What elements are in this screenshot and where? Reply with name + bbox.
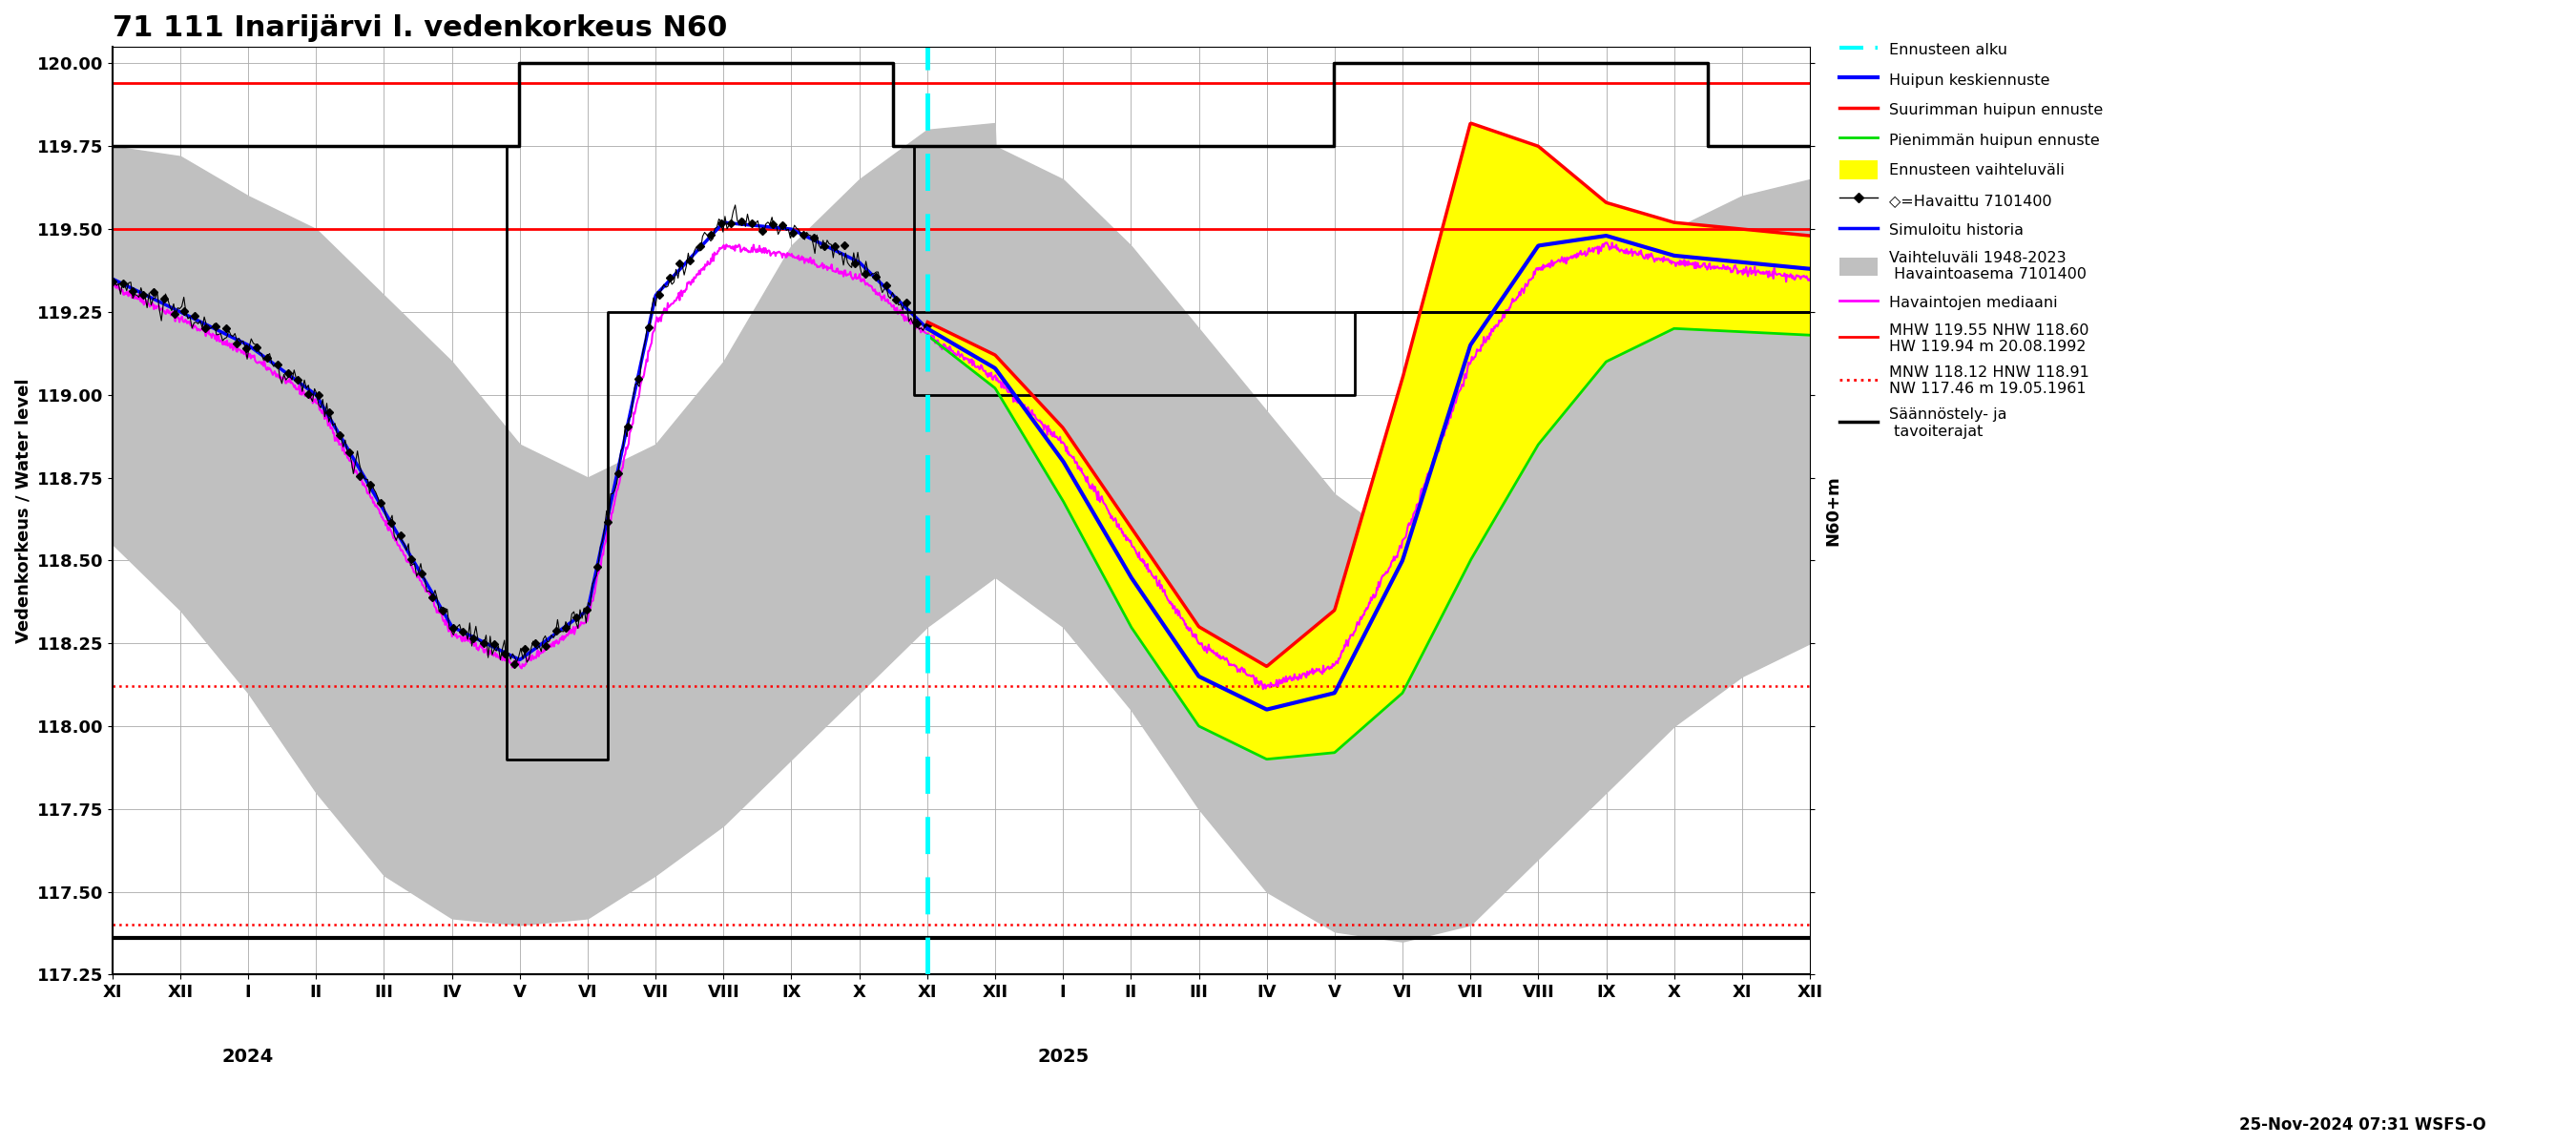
- Text: 25-Nov-2024 07:31 WSFS-O: 25-Nov-2024 07:31 WSFS-O: [2239, 1116, 2486, 1134]
- Text: 71 111 Inarijärvi l. vedenkorkeus N60: 71 111 Inarijärvi l. vedenkorkeus N60: [113, 14, 726, 42]
- Text: 2024: 2024: [222, 1048, 273, 1066]
- Y-axis label: Vedenkorkeus / Water level: Vedenkorkeus / Water level: [15, 378, 31, 643]
- Text: 2025: 2025: [1038, 1048, 1090, 1066]
- Legend: Ennusteen alku, Huipun keskiennuste, Suurimman huipun ennuste, Pienimmän huipun : Ennusteen alku, Huipun keskiennuste, Suu…: [1834, 35, 2107, 443]
- Y-axis label: N60+m: N60+m: [1824, 475, 1842, 546]
